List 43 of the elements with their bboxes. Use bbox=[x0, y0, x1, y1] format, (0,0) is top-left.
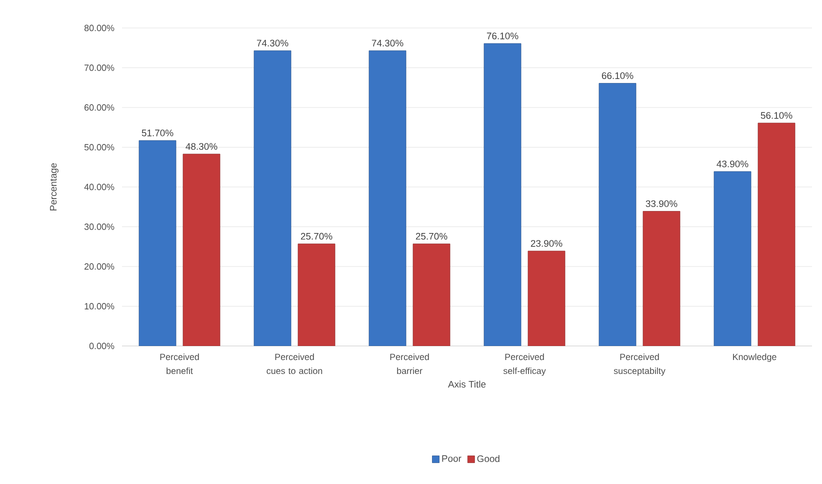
data-label: 23.90% bbox=[530, 240, 562, 247]
y-tick-label: 70.00% bbox=[84, 64, 114, 71]
x-tick-label: Perceived cues to action bbox=[266, 354, 322, 374]
x-axis-title: Axis Title bbox=[448, 380, 486, 388]
bar bbox=[368, 50, 406, 346]
bar bbox=[642, 211, 680, 346]
y-tick-label: 30.00% bbox=[84, 224, 114, 230]
y-tick-label: 50.00% bbox=[84, 144, 114, 150]
y-tick-label: 20.00% bbox=[84, 263, 114, 270]
data-label: 51.70% bbox=[142, 130, 174, 136]
data-label: 76.10% bbox=[486, 32, 518, 40]
x-tick-label: Perceived self-efficay bbox=[503, 354, 546, 376]
bar bbox=[528, 250, 566, 346]
data-label: 33.90% bbox=[646, 200, 678, 208]
y-tick-label: 60.00% bbox=[84, 104, 114, 111]
bar bbox=[598, 83, 636, 346]
x-tick-label: Perceived susceptabilty bbox=[614, 354, 666, 376]
x-tick-label: Perceived barrier bbox=[390, 354, 429, 374]
bar bbox=[412, 244, 450, 346]
y-tick-label: 0.00% bbox=[89, 342, 114, 350]
x-tick-label: Knowledge bbox=[733, 354, 776, 362]
bar bbox=[138, 140, 176, 346]
data-label: 74.30% bbox=[256, 40, 288, 46]
data-label: 25.70% bbox=[300, 232, 332, 240]
y-tick-label: 80.00% bbox=[84, 24, 114, 32]
legend-label: Poor bbox=[442, 455, 462, 462]
x-tick-label: Perceived benefit bbox=[160, 354, 199, 374]
legend-label: Good bbox=[477, 455, 500, 462]
data-label: 74.30% bbox=[372, 40, 404, 46]
data-label: 25.70% bbox=[416, 232, 448, 240]
bar bbox=[714, 171, 752, 346]
data-label: 43.90% bbox=[716, 160, 748, 168]
bar bbox=[254, 50, 292, 346]
bar bbox=[182, 154, 220, 346]
y-tick-label: 10.00% bbox=[84, 303, 114, 310]
bar bbox=[484, 43, 522, 346]
bar bbox=[298, 244, 336, 346]
y-tick-label: 40.00% bbox=[84, 184, 114, 190]
data-label: 66.10% bbox=[602, 72, 634, 80]
y-axis-title: Percentage bbox=[50, 163, 58, 210]
data-label: 56.10% bbox=[760, 112, 792, 119]
data-label: 48.30% bbox=[186, 143, 218, 150]
bar bbox=[758, 122, 796, 346]
